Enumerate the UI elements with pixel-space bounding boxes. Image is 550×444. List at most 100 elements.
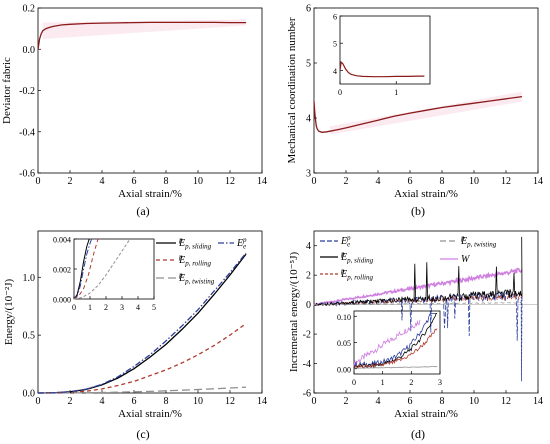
x-tick-label: 8	[440, 396, 445, 407]
x-tick-label: 12	[501, 396, 511, 407]
legend-label: Ep, twistingp	[178, 271, 215, 286]
series-line	[314, 301, 523, 306]
inset-series-line	[73, 238, 93, 300]
y-tick-label: 3	[306, 169, 311, 180]
legend-label: Ep, rollingp	[178, 253, 211, 268]
y-axis-label: Incremental energy/(10⁻⁵J)	[288, 252, 300, 373]
x-tick-label: 2	[104, 303, 108, 312]
x-tick-label: 6	[408, 396, 413, 407]
x-tick-label: 10	[193, 396, 203, 407]
y-tick-label: 6	[333, 13, 337, 22]
y-tick-label: 0.000	[53, 296, 71, 305]
x-tick-label: 0	[72, 303, 76, 312]
inset-series-line	[353, 319, 421, 367]
y-tick-label: 4	[306, 114, 311, 125]
y-tick-label: -2	[303, 330, 311, 341]
inset-series-line	[353, 366, 438, 369]
plot-frame	[37, 230, 263, 394]
x-tick-label: 12	[501, 176, 511, 187]
x-tick-label: 4	[376, 176, 381, 187]
x-axis-label: Axial strain/%	[394, 408, 458, 420]
y-tick-label: 0.5	[23, 331, 36, 342]
x-tick-label: 3	[438, 378, 442, 387]
series-line	[313, 267, 523, 307]
x-tick-label: 1	[88, 303, 92, 312]
y-tick-label: -0.4	[19, 127, 35, 138]
x-tick-label: 2	[68, 176, 73, 187]
y-tick-label: -0.2	[19, 86, 35, 97]
x-tick-label: 14	[257, 396, 267, 407]
y-tick-label: 0.10	[337, 313, 351, 322]
y-tick-label: 0.0	[23, 389, 36, 400]
panel-label-a: (a)	[136, 204, 149, 218]
y-tick-label: 6	[306, 4, 311, 15]
plot-frame	[339, 15, 431, 85]
legend-label: W	[461, 254, 471, 265]
x-axis-label: Axial strain/%	[394, 188, 458, 200]
x-tick-label: 1	[394, 88, 398, 97]
legend-label: Ep, slidingp	[340, 250, 374, 265]
y-tick-label: 4	[333, 67, 337, 76]
x-tick-label: 14	[533, 176, 543, 187]
plot-frame	[313, 7, 539, 174]
x-tick-label: 0	[338, 88, 342, 97]
x-tick-label: 10	[469, 396, 479, 407]
y-tick-label: 5	[333, 40, 337, 49]
y-tick-label: 5	[306, 59, 311, 70]
x-tick-label: 2	[409, 378, 413, 387]
x-tick-label: 3	[120, 303, 124, 312]
series-line	[37, 323, 247, 394]
x-axis-label: Axial strain/%	[118, 408, 182, 420]
x-tick-label: 4	[376, 396, 381, 407]
x-tick-label: 14	[533, 396, 543, 407]
x-tick-label: 0	[312, 396, 317, 407]
y-tick-label: 0.05	[337, 339, 351, 348]
inset-series-line	[73, 238, 131, 300]
x-tick-label: 8	[164, 396, 169, 407]
x-tick-label: 5	[152, 303, 156, 312]
y-tick-label: -6	[303, 389, 311, 400]
x-tick-label: 2	[344, 396, 349, 407]
plot-frame	[313, 230, 539, 394]
inset-series-line	[339, 61, 425, 78]
x-tick-label: 10	[469, 176, 479, 187]
x-tick-label: 14	[257, 176, 267, 187]
x-tick-label: 1	[381, 378, 385, 387]
x-tick-label: 0	[312, 176, 317, 187]
y-tick-label: -4	[303, 359, 311, 370]
x-tick-label: 0	[36, 396, 41, 407]
y-axis-label: Deviator fabric	[1, 57, 13, 124]
error-band	[42, 19, 246, 39]
y-tick-label: 0.002	[53, 266, 71, 275]
panel-a: 0 2 4 6 8 10 12 14 -0.6 -0.4 -0.2 0.0 0.2 Axial strai…	[1, 4, 267, 201]
y-tick-label: 2	[306, 271, 311, 282]
y-tick-label: 4	[306, 241, 311, 252]
series-line	[38, 386, 247, 394]
y-axis-label: Mechanical coordination number	[286, 17, 298, 163]
x-tick-label: 0	[352, 378, 356, 387]
legend-label: Ep, twistingp	[460, 234, 497, 249]
x-tick-label: 4	[100, 396, 105, 407]
x-tick-label: 6	[132, 396, 137, 407]
panel-label-b: (b)	[411, 204, 425, 218]
series-line	[37, 21, 246, 50]
y-tick-label: -0.6	[19, 169, 35, 180]
y-tick-label: 0.2	[23, 4, 36, 15]
series-line	[313, 236, 523, 306]
legend-label: Ep, rollingp	[340, 267, 373, 282]
x-tick-label: 0	[36, 176, 41, 187]
inset-series-line	[353, 328, 438, 369]
x-tick-label: 6	[132, 176, 137, 187]
inset-series-line	[73, 238, 99, 300]
x-tick-label: 6	[408, 176, 413, 187]
inset-series-line	[73, 238, 90, 300]
x-tick-label: 2	[344, 176, 349, 187]
y-tick-label: 0.004	[53, 236, 71, 245]
x-tick-label: 12	[225, 396, 235, 407]
x-axis-label: Axial strain/%	[118, 188, 182, 200]
x-tick-label: 10	[193, 176, 203, 187]
x-tick-label: 4	[100, 176, 105, 187]
